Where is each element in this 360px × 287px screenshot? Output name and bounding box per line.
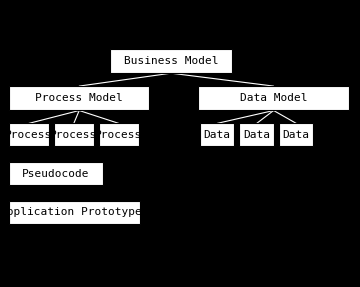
FancyBboxPatch shape (279, 123, 313, 146)
FancyBboxPatch shape (9, 86, 149, 110)
Text: Process: Process (95, 130, 143, 140)
Text: Process Model: Process Model (35, 93, 123, 103)
FancyBboxPatch shape (200, 123, 234, 146)
Text: Data Model: Data Model (240, 93, 307, 103)
Text: Business Model: Business Model (124, 56, 218, 66)
FancyBboxPatch shape (9, 123, 49, 146)
Text: Data: Data (283, 130, 310, 140)
Text: Process: Process (5, 130, 53, 140)
FancyBboxPatch shape (9, 201, 140, 224)
Text: Data: Data (243, 130, 270, 140)
FancyBboxPatch shape (54, 123, 94, 146)
FancyBboxPatch shape (239, 123, 274, 146)
FancyBboxPatch shape (198, 86, 349, 110)
FancyBboxPatch shape (110, 49, 232, 73)
Text: Application Prototypes: Application Prototypes (0, 208, 149, 217)
FancyBboxPatch shape (99, 123, 139, 146)
Text: Process: Process (50, 130, 98, 140)
Text: Data: Data (203, 130, 230, 140)
FancyBboxPatch shape (9, 162, 103, 185)
Text: Pseudocode: Pseudocode (22, 169, 90, 179)
